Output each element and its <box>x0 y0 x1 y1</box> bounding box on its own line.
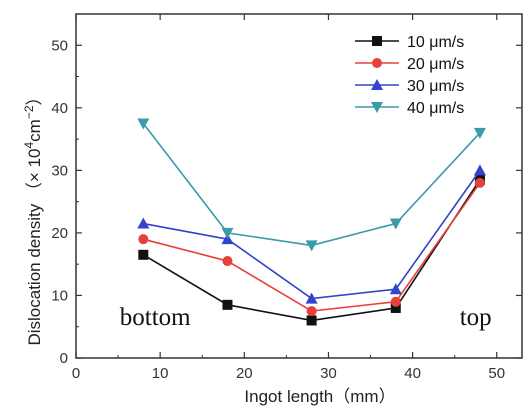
data-point <box>305 292 318 304</box>
legend-label: 40 μm/s <box>407 100 464 117</box>
x-axis-label: Ingot length（mm） <box>244 387 395 406</box>
x-tick-label: 20 <box>236 365 253 382</box>
y-tick-label: 10 <box>51 287 68 304</box>
legend-marker <box>371 79 383 90</box>
data-point <box>138 234 149 245</box>
legend-entry: 10 μm/s <box>355 34 464 51</box>
legend-entry: 40 μm/s <box>355 100 464 117</box>
axes: 0 10 20 30 40 50 0 10 20 30 40 50 <box>51 13 523 382</box>
data-point <box>137 217 150 229</box>
legend-label: 30 μm/s <box>407 78 464 95</box>
legend-marker <box>372 58 382 68</box>
y-tick-label: 50 <box>51 37 68 54</box>
x-tick-label: 40 <box>404 365 421 382</box>
legend: 10 μm/s 20 μm/s 30 μm/s 40 μm/s <box>355 34 464 117</box>
data-point <box>473 127 486 139</box>
series-layer <box>137 118 486 326</box>
y-tick-label: 0 <box>60 350 68 367</box>
annotation-bottom: bottom <box>120 304 191 331</box>
data-point <box>222 256 233 267</box>
x-tick-label: 30 <box>320 365 337 382</box>
data-point <box>306 306 317 317</box>
legend-marker <box>371 102 383 113</box>
y-axis-label-unit-exponent: 4 <box>22 142 36 149</box>
series-4 <box>137 118 486 252</box>
data-point <box>389 283 402 295</box>
y-tick-label: 40 <box>51 100 68 117</box>
y-axis-label-main: Dislocation density <box>25 203 44 345</box>
legend-marker <box>372 36 382 46</box>
y-axis-label-unit-close: ） <box>25 88 44 105</box>
y-axis-label-unit: （× 10 <box>25 149 44 200</box>
series-line <box>142 122 481 247</box>
legend-label: 20 μm/s <box>407 56 464 73</box>
legend-entry: 30 μm/s <box>355 78 464 95</box>
y-tick-label: 20 <box>51 225 68 242</box>
data-point <box>222 299 233 310</box>
y-axis-label-unit-exponent2: −2 <box>22 105 36 119</box>
legend-entry: 20 μm/s <box>355 56 464 73</box>
x-tick-label: 0 <box>72 365 80 382</box>
data-point <box>474 177 485 188</box>
data-point <box>221 227 234 239</box>
data-point <box>390 296 401 307</box>
y-axis-label: Dislocation density （× 104cm−2） <box>22 88 44 345</box>
data-point <box>138 249 149 260</box>
data-point <box>137 118 150 130</box>
data-point <box>306 315 317 326</box>
series-3 <box>137 164 486 304</box>
data-point <box>389 218 402 230</box>
data-point <box>473 164 486 176</box>
data-point <box>390 302 401 313</box>
annotation-top: top <box>460 304 492 331</box>
x-tick-label: 50 <box>488 365 505 382</box>
y-tick-label: 30 <box>51 162 68 179</box>
x-tick-label: 10 <box>152 365 169 382</box>
legend-label: 10 μm/s <box>407 34 464 51</box>
series-2 <box>138 177 485 317</box>
annotations: bottom top <box>120 304 492 331</box>
data-point <box>305 240 318 252</box>
plot-frame <box>75 13 523 359</box>
y-axis-label-unit-cm: cm <box>25 119 44 142</box>
